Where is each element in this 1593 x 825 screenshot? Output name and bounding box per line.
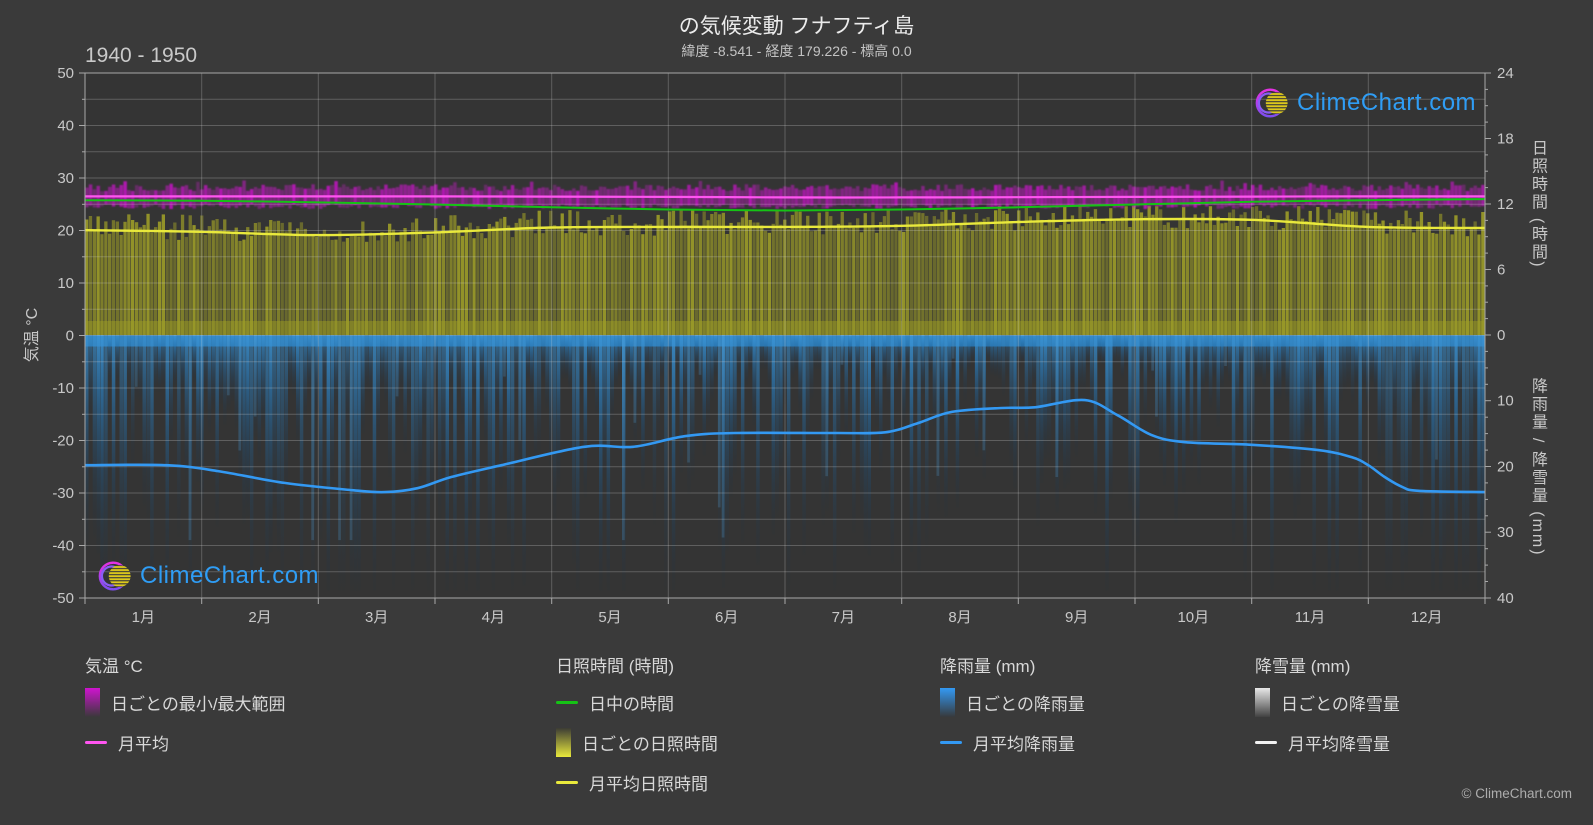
- precip-tick-label: 20: [1497, 459, 1514, 476]
- legend-group-rain: 降雨量 (mm) 日ごとの降雨量 月平均降雨量: [940, 652, 1085, 769]
- sunshine-tick-label: 12: [1497, 196, 1514, 213]
- month-tick-label: 1月: [132, 609, 155, 626]
- temp-tick-label: -50: [52, 590, 74, 607]
- sunshine-tick-label: 18: [1497, 131, 1514, 148]
- legend-item: 日ごとの最小/最大範囲: [85, 688, 286, 717]
- legend-item: 日ごとの日照時間: [556, 728, 718, 757]
- month-tick-label: 6月: [715, 609, 738, 626]
- temp-tick-label: 30: [57, 170, 74, 187]
- legend-group-sunshine: 日照時間 (時間) 日中の時間 日ごとの日照時間 月平均日照時間: [556, 652, 718, 809]
- copyright-notice: © ClimeChart.com: [1461, 786, 1572, 801]
- legend-item-label: 日ごとの日照時間: [582, 735, 718, 754]
- month-tick-label: 7月: [832, 609, 855, 626]
- temp-range-swatch: [85, 688, 100, 717]
- month-tick-label: 2月: [248, 609, 271, 626]
- legend-group-snow: 降雪量 (mm) 日ごとの降雪量 月平均降雪量: [1255, 652, 1400, 769]
- daily-sunshine-bars: [85, 206, 1485, 335]
- climechart-logo-icon: [98, 561, 131, 591]
- sunshine-tick-label: 0: [1497, 327, 1505, 344]
- period-label: 1940 - 1950: [85, 44, 198, 67]
- legend-item: 日中の時間: [556, 689, 718, 716]
- temp-tick-label: 10: [57, 275, 74, 292]
- legend-item-label: 日ごとの最小/最大範囲: [111, 695, 286, 714]
- month-tick-label: 9月: [1065, 609, 1088, 626]
- sunshine-axis-title: 日照時間 (時間): [1529, 139, 1546, 269]
- precip-tick-label: 30: [1497, 524, 1514, 541]
- legend-item-label: 月平均: [118, 735, 169, 754]
- legend-group-title: 日照時間 (時間): [556, 657, 675, 676]
- month-tick-label: 10月: [1177, 609, 1209, 626]
- sunshine-tick-label: 24: [1497, 65, 1514, 82]
- sunshine-mean-line-swatch: [556, 781, 578, 784]
- daylight-line-swatch: [556, 701, 578, 704]
- plot-border-and-ticks: [79, 72, 1491, 604]
- legend-group-title: 降雪量 (mm): [1255, 657, 1351, 676]
- gridlines: [84, 72, 1486, 599]
- legend-item-label: 日ごとの降雪量: [1281, 695, 1400, 714]
- sunshine-fill-swatch: [556, 728, 571, 757]
- legend-item: 日ごとの降雨量: [940, 688, 1085, 717]
- temp-axis-title: 気温 °C: [24, 307, 41, 363]
- temp-tick-label: -40: [52, 538, 74, 555]
- legend-item: 日ごとの降雪量: [1255, 688, 1400, 717]
- sunshine-monthly-mean-line: [84, 217, 1486, 237]
- daylight-hours-line: [84, 198, 1486, 212]
- temp-tick-label: 20: [57, 223, 74, 240]
- month-tick-label: 5月: [598, 609, 621, 626]
- legend-item-label: 日中の時間: [589, 695, 674, 714]
- axis-tick-labels: -50 -40 -30 -20 -10 0 10 20 30 40 50 0 6 12 18 24 10 20 30…: [52, 65, 1513, 626]
- climechart-watermark-top: ClimeChart.com: [1252, 84, 1476, 122]
- month-tick-label: 4月: [482, 609, 505, 626]
- legend-group-title: 気温 °C: [85, 657, 143, 676]
- legend-item-label: 日ごとの降雨量: [966, 695, 1085, 714]
- legend-item-label: 月平均降雨量: [973, 735, 1075, 754]
- snow-mean-line-swatch: [1255, 741, 1277, 744]
- page-title: の気候変動 フナフティ島: [678, 15, 915, 38]
- month-tick-label: 12月: [1411, 609, 1443, 626]
- sunshine-tick-label: 6: [1497, 262, 1505, 279]
- rain-monthly-mean-line: [84, 398, 1486, 494]
- temp-tick-label: 50: [57, 65, 74, 82]
- month-tick-label: 8月: [948, 609, 971, 626]
- temp-tick-label: 40: [57, 118, 74, 135]
- month-tick-label: 3月: [365, 609, 388, 626]
- legend-group-title: 降雨量 (mm): [940, 657, 1036, 676]
- climechart-watermark-text: ClimeChart.com: [1297, 89, 1477, 116]
- precip-tick-label: 10: [1497, 393, 1514, 410]
- legend-item: 月平均: [85, 729, 286, 756]
- legend-item: 月平均日照時間: [556, 769, 718, 796]
- snow-fill-swatch: [1255, 688, 1270, 717]
- legend-item-label: 月平均日照時間: [589, 775, 708, 794]
- page-subtitle: 緯度 -8.541 - 経度 179.226 - 標高 0.0: [681, 43, 912, 59]
- temp-tick-label: -10: [52, 380, 74, 397]
- temp-tick-label: -30: [52, 485, 74, 502]
- climechart-watermark-text: ClimeChart.com: [140, 562, 320, 589]
- legend-item-label: 月平均降雪量: [1288, 735, 1390, 754]
- climechart-logo-icon: [1255, 88, 1288, 118]
- temp-tick-label: -20: [52, 433, 74, 450]
- legend-item: 月平均降雨量: [940, 729, 1085, 756]
- climechart-watermark-bottom: ClimeChart.com: [95, 557, 319, 595]
- temp-mean-line-swatch: [85, 741, 107, 744]
- rain-fill-swatch: [940, 688, 955, 717]
- legend-group-temperature: 気温 °C 日ごとの最小/最大範囲 月平均: [85, 652, 286, 769]
- precip-tick-label: 40: [1497, 590, 1514, 607]
- precip-axis-title: 降雨量 / 降雪量 (mm): [1529, 377, 1546, 557]
- month-tick-label: 11月: [1295, 609, 1326, 626]
- temp-tick-label: 0: [66, 328, 74, 345]
- temp-monthly-mean-line: [85, 195, 1486, 199]
- legend-item: 月平均降雪量: [1255, 729, 1400, 756]
- rain-mean-line-swatch: [940, 741, 962, 744]
